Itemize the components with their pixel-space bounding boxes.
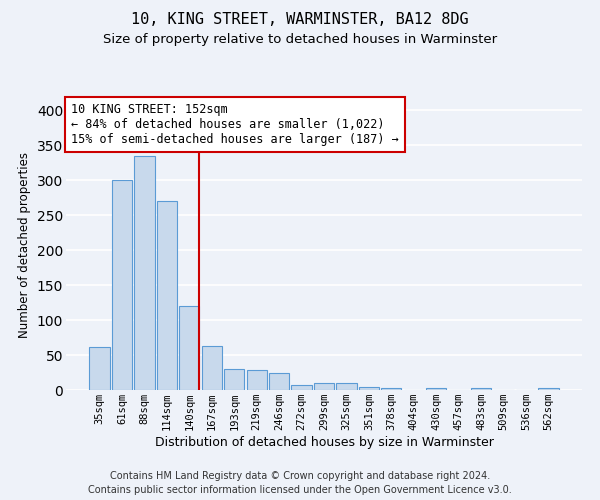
Bar xyxy=(269,372,289,390)
Bar xyxy=(538,388,559,390)
Bar xyxy=(89,346,110,390)
Bar xyxy=(202,346,222,390)
Bar xyxy=(224,369,244,390)
Text: Contains HM Land Registry data © Crown copyright and database right 2024.
Contai: Contains HM Land Registry data © Crown c… xyxy=(88,471,512,495)
X-axis label: Distribution of detached houses by size in Warminster: Distribution of detached houses by size … xyxy=(155,436,493,449)
Bar xyxy=(337,383,356,390)
Bar xyxy=(471,388,491,390)
Text: Size of property relative to detached houses in Warminster: Size of property relative to detached ho… xyxy=(103,32,497,46)
Bar xyxy=(247,370,267,390)
Bar xyxy=(359,386,379,390)
Bar xyxy=(157,202,177,390)
Bar xyxy=(381,388,401,390)
Bar xyxy=(314,383,334,390)
Text: 10, KING STREET, WARMINSTER, BA12 8DG: 10, KING STREET, WARMINSTER, BA12 8DG xyxy=(131,12,469,28)
Text: 10 KING STREET: 152sqm
← 84% of detached houses are smaller (1,022)
15% of semi-: 10 KING STREET: 152sqm ← 84% of detached… xyxy=(71,103,399,146)
Bar xyxy=(426,388,446,390)
Bar xyxy=(112,180,132,390)
Bar xyxy=(179,306,199,390)
Bar xyxy=(292,385,311,390)
Bar xyxy=(134,156,155,390)
Y-axis label: Number of detached properties: Number of detached properties xyxy=(18,152,31,338)
